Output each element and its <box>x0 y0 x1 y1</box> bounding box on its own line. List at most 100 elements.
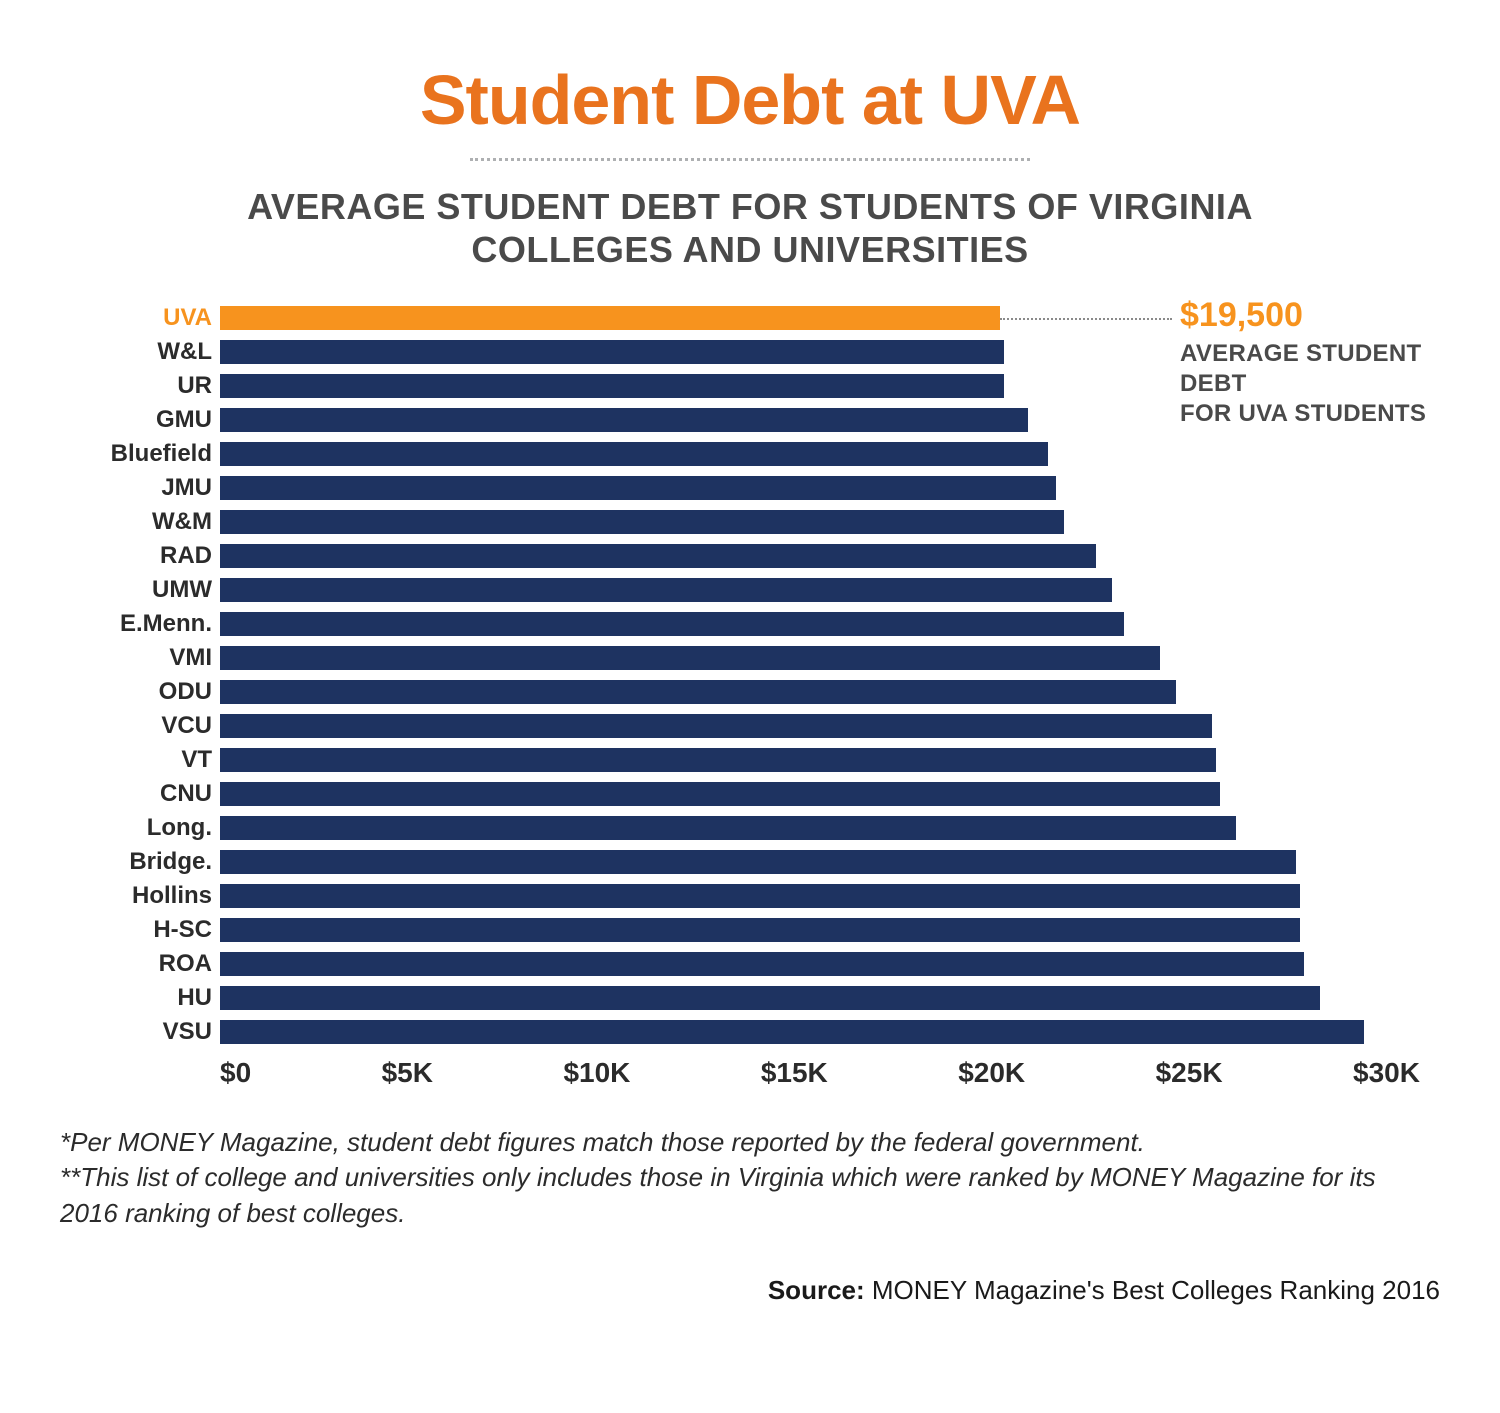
row-label: UVA <box>60 304 220 332</box>
row-label: RAD <box>60 542 220 570</box>
table-row: Bluefield <box>60 437 1420 471</box>
table-row: VT <box>60 743 1420 777</box>
table-row: Long. <box>60 811 1420 845</box>
bar <box>220 918 1300 942</box>
table-row: CNU <box>60 777 1420 811</box>
bar <box>220 714 1212 738</box>
table-row: RAD <box>60 539 1420 573</box>
chart-subtitle: AVERAGE STUDENT DEBT FOR STUDENTS OF VIR… <box>60 185 1440 271</box>
bar-track <box>220 641 1420 675</box>
subtitle-line2: COLLEGES AND UNIVERSITIES <box>471 229 1028 270</box>
row-label: Long. <box>60 814 220 842</box>
bar <box>220 340 1004 364</box>
bar <box>220 884 1300 908</box>
row-label: Hollins <box>60 882 220 910</box>
row-label: CNU <box>60 780 220 808</box>
x-tick: $10K <box>563 1057 630 1089</box>
x-tick: $20K <box>958 1057 1025 1089</box>
bar-track <box>220 607 1420 641</box>
bar <box>220 612 1124 636</box>
source-label: Source: <box>768 1275 865 1305</box>
row-label: ROA <box>60 950 220 978</box>
bar-track <box>220 573 1420 607</box>
footnote-1: *Per MONEY Magazine, student debt figure… <box>60 1125 1440 1160</box>
row-label: Bluefield <box>60 440 220 468</box>
table-row: Bridge. <box>60 845 1420 879</box>
x-tick: $0 <box>220 1057 251 1089</box>
bar <box>220 816 1236 840</box>
bar <box>220 510 1064 534</box>
callout-value: $19,500 <box>1180 296 1440 335</box>
table-row: VMI <box>60 641 1420 675</box>
subtitle-line1: AVERAGE STUDENT DEBT FOR STUDENTS OF VIR… <box>247 186 1253 227</box>
bar-track <box>220 471 1420 505</box>
row-label: GMU <box>60 406 220 434</box>
bar-track <box>220 913 1420 947</box>
table-row: W&M <box>60 505 1420 539</box>
footnotes: *Per MONEY Magazine, student debt figure… <box>60 1125 1440 1230</box>
row-label: HU <box>60 984 220 1012</box>
bar <box>220 578 1112 602</box>
callout-sub: AVERAGE STUDENT DEBT FOR UVA STUDENTS <box>1180 339 1440 429</box>
x-tick: $5K <box>382 1057 433 1089</box>
source-line: Source: MONEY Magazine's Best Colleges R… <box>60 1275 1440 1306</box>
bar <box>220 442 1048 466</box>
bar-track <box>220 879 1420 913</box>
table-row: JMU <box>60 471 1420 505</box>
bar <box>220 782 1220 806</box>
chart-title: Student Debt at UVA <box>60 60 1440 140</box>
table-row: UMW <box>60 573 1420 607</box>
x-tick: $30K <box>1353 1057 1420 1089</box>
source-text: MONEY Magazine's Best Colleges Ranking 2… <box>865 1275 1440 1305</box>
row-label: ODU <box>60 678 220 706</box>
callout-sub-line1: AVERAGE STUDENT DEBT <box>1180 340 1421 397</box>
row-label: JMU <box>60 474 220 502</box>
row-label: VT <box>60 746 220 774</box>
bar-track <box>220 947 1420 981</box>
uva-callout: $19,500 AVERAGE STUDENT DEBT FOR UVA STU… <box>1180 296 1440 429</box>
row-label: Bridge. <box>60 848 220 876</box>
row-label: E.Menn. <box>60 610 220 638</box>
table-row: VSU <box>60 1015 1420 1049</box>
bar-track <box>220 505 1420 539</box>
table-row: E.Menn. <box>60 607 1420 641</box>
bar <box>220 1020 1364 1044</box>
row-label: H-SC <box>60 916 220 944</box>
bar-track <box>220 675 1420 709</box>
bar-track <box>220 811 1420 845</box>
table-row: ROA <box>60 947 1420 981</box>
bar <box>220 374 1004 398</box>
callout-leader <box>1000 318 1172 320</box>
bar-track <box>220 437 1420 471</box>
table-row: Hollins <box>60 879 1420 913</box>
row-label: VMI <box>60 644 220 672</box>
x-tick: $25K <box>1156 1057 1223 1089</box>
title-divider <box>470 158 1030 161</box>
bar-highlight <box>220 306 1000 330</box>
row-label: VCU <box>60 712 220 740</box>
table-row: VCU <box>60 709 1420 743</box>
bar-track <box>220 743 1420 777</box>
row-label: W&M <box>60 508 220 536</box>
bar <box>220 986 1320 1010</box>
bar <box>220 748 1216 772</box>
row-label: UMW <box>60 576 220 604</box>
bar <box>220 408 1028 432</box>
bar-track <box>220 1015 1420 1049</box>
bar-track <box>220 845 1420 879</box>
footnote-2: **This list of college and universities … <box>60 1160 1440 1230</box>
chart-container: UVAW&LURGMUBluefieldJMUW&MRADUMWE.Menn.V… <box>60 301 1440 1089</box>
table-row: H-SC <box>60 913 1420 947</box>
bar <box>220 476 1056 500</box>
table-row: ODU <box>60 675 1420 709</box>
table-row: HU <box>60 981 1420 1015</box>
row-label: VSU <box>60 1018 220 1046</box>
bar-track <box>220 981 1420 1015</box>
bar <box>220 680 1176 704</box>
bar-track <box>220 539 1420 573</box>
bar <box>220 544 1096 568</box>
bar-track <box>220 709 1420 743</box>
bar <box>220 646 1160 670</box>
bar <box>220 850 1296 874</box>
x-tick: $15K <box>761 1057 828 1089</box>
